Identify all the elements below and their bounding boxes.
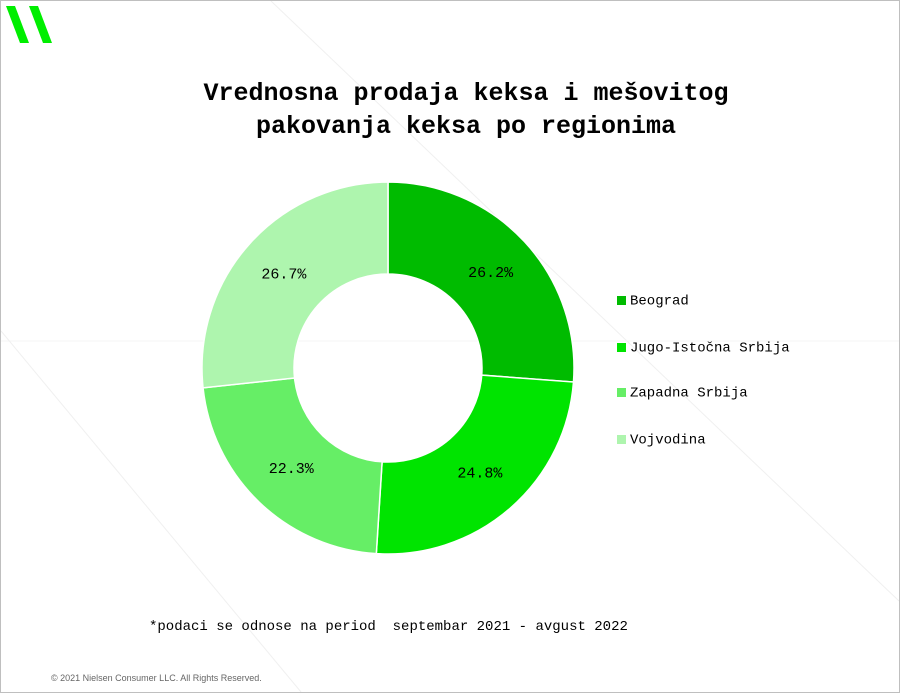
logo bbox=[29, 6, 52, 43]
legend-swatch bbox=[617, 435, 626, 444]
footnote: *podaci se odnose na period septembar 20… bbox=[149, 619, 628, 635]
legend-swatch bbox=[617, 388, 626, 397]
logo bbox=[6, 6, 29, 43]
legend-swatch bbox=[617, 296, 626, 305]
donut-slice bbox=[201, 181, 389, 389]
plot: 26.2% 24.8% 22.3% 26.7% Beograd Jugo-Istočna … bbox=[201, 181, 790, 555]
data-label: 24.8% bbox=[457, 466, 503, 483]
data-label: 22.3% bbox=[269, 461, 315, 478]
legend-label: Jugo-Istočna Srbija bbox=[630, 341, 790, 357]
decor-line bbox=[270, 1, 899, 602]
legend-label: Beograd bbox=[630, 294, 689, 310]
legend-swatch bbox=[617, 343, 626, 352]
legend-label: Vojvodina bbox=[630, 433, 706, 449]
data-label: 26.7% bbox=[261, 266, 307, 283]
donut-slice bbox=[375, 374, 575, 555]
decor-line bbox=[1, 330, 302, 692]
legend-label: Zapadna Srbija bbox=[630, 386, 748, 402]
donut-slice bbox=[202, 377, 383, 555]
copyright: © 2021 Nielsen Consumer LLC. All Rights … bbox=[51, 673, 262, 683]
data-label: 26.2% bbox=[468, 265, 514, 282]
donut-slice bbox=[387, 181, 575, 383]
chart-title: Vrednosna prodaja keksa i mešovitog pako… bbox=[203, 79, 729, 141]
